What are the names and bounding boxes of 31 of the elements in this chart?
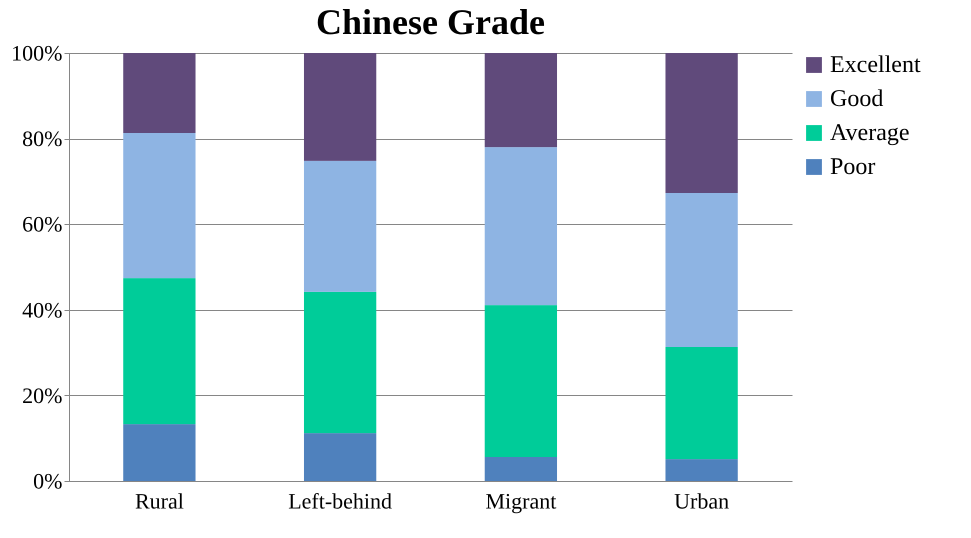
- legend-label: Average: [830, 120, 910, 146]
- bar: [665, 53, 738, 193]
- y-tick-label: 20%: [22, 382, 62, 408]
- bar: [304, 292, 376, 434]
- x-tick-label: Migrant: [485, 488, 556, 514]
- chart-title: Chinese Grade: [316, 2, 546, 42]
- bar: [123, 53, 196, 134]
- bar: [665, 459, 738, 481]
- legend-label: Excellent: [830, 52, 921, 78]
- bar: [665, 192, 738, 348]
- bar: [484, 147, 558, 306]
- bar: [123, 133, 196, 278]
- bar: [484, 53, 558, 148]
- bar: [123, 424, 196, 481]
- bar: [484, 457, 558, 481]
- legend-label: Poor: [830, 154, 876, 180]
- y-tick-label: 100%: [11, 40, 62, 66]
- y-tick-label: 0%: [33, 468, 62, 494]
- bar: [304, 53, 376, 161]
- bar: [304, 160, 376, 292]
- x-tick-label: Urban: [674, 488, 730, 514]
- x-tick-label: Left-behind: [288, 488, 392, 514]
- y-tick-label: 40%: [22, 297, 62, 322]
- bar: [665, 347, 738, 460]
- legend-label: Good: [830, 86, 884, 112]
- y-tick-label: 80%: [22, 126, 62, 152]
- bar: [304, 433, 376, 481]
- bar: [484, 305, 558, 458]
- bar: [123, 278, 196, 424]
- y-tick-label: 60%: [22, 212, 62, 237]
- x-tick-label: Rural: [134, 488, 184, 514]
